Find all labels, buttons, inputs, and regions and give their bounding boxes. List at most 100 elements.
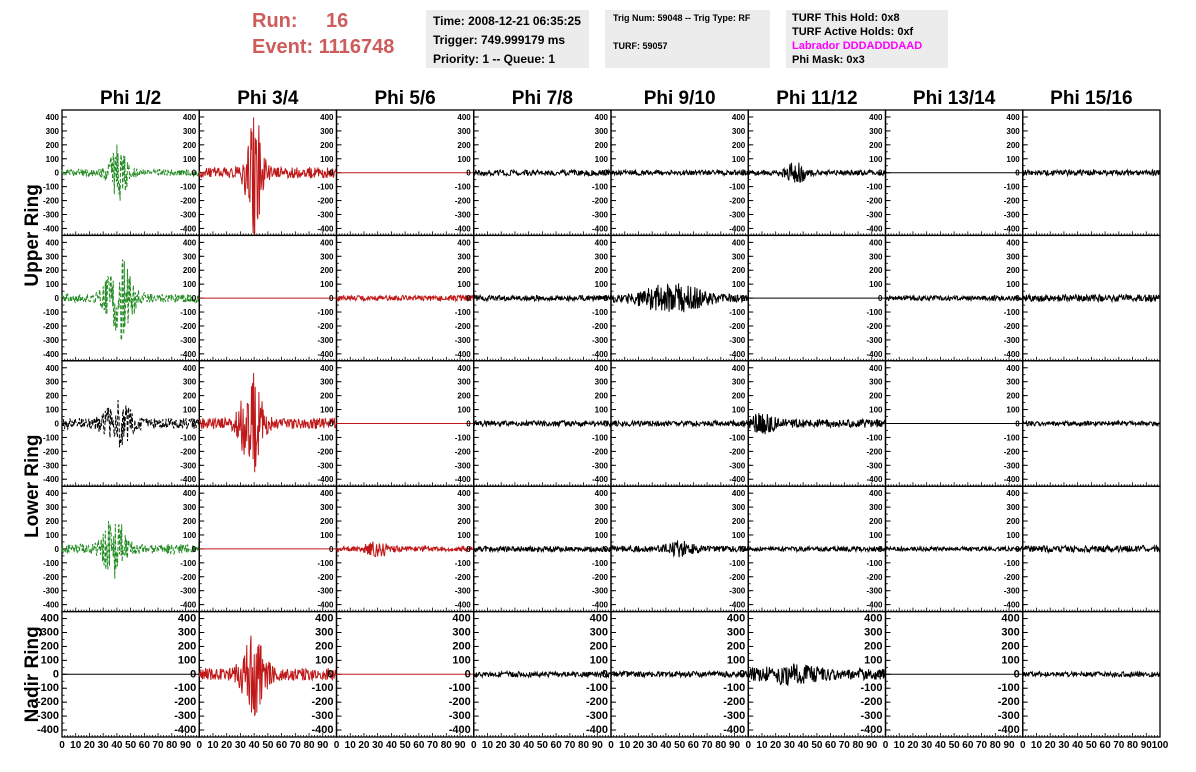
- y-tick-label: -100: [729, 308, 746, 317]
- y-tick-label: 200: [457, 266, 471, 275]
- waveform-trace: [748, 162, 886, 183]
- x-tick-label: 100: [1152, 740, 1169, 751]
- y-tick-label: 400: [41, 613, 59, 625]
- y-tick-label: 100: [1006, 280, 1020, 289]
- y-tick-label: -100: [317, 559, 334, 568]
- waveform-trace: [747, 544, 886, 554]
- y-tick-label: -100: [860, 682, 882, 694]
- x-tick-label: 60: [139, 740, 151, 751]
- y-tick-label: 100: [183, 406, 197, 415]
- y-tick-label: 100: [46, 406, 60, 415]
- y-tick-label: 200: [732, 392, 746, 401]
- y-tick-label: 400: [457, 238, 471, 247]
- y-tick-label: 200: [864, 640, 882, 652]
- waveform-trace: [885, 545, 1024, 553]
- x-tick-label: 50: [125, 740, 137, 751]
- turf-this-hold-text: TURF This Hold: 0x8: [792, 12, 900, 24]
- y-tick-label: 300: [1006, 378, 1020, 387]
- x-tick-label: 60: [962, 740, 974, 751]
- y-tick-label: 400: [183, 238, 197, 247]
- y-tick-label: 300: [46, 252, 60, 261]
- column-title: Phi 9/10: [644, 88, 716, 109]
- y-tick-label: -100: [43, 183, 60, 192]
- y-tick-label: -300: [866, 336, 883, 345]
- y-tick-label: -100: [1004, 559, 1021, 568]
- y-tick-label: -400: [455, 350, 472, 359]
- y-tick-label: -300: [317, 461, 334, 470]
- y-tick-label: -100: [729, 559, 746, 568]
- y-tick-label: -300: [592, 461, 609, 470]
- x-tick-label: 40: [660, 740, 672, 751]
- x-tick-label: 20: [1045, 740, 1057, 751]
- y-tick-label: 400: [595, 238, 609, 247]
- x-tick-label: 90: [1003, 740, 1015, 751]
- y-tick-label: -100: [729, 433, 746, 442]
- y-tick-label: 100: [869, 531, 883, 540]
- y-tick-label: 400: [46, 364, 60, 373]
- y-tick-label: 0: [741, 420, 746, 429]
- y-tick-label: -300: [729, 211, 746, 220]
- y-tick-label: -400: [723, 724, 745, 736]
- y-tick-label: 100: [595, 155, 609, 164]
- y-tick-label: 100: [178, 654, 196, 666]
- y-tick-label: -200: [586, 696, 608, 708]
- x-tick-label: 60: [413, 740, 425, 751]
- y-tick-label: -200: [317, 197, 334, 206]
- y-tick-label: -100: [866, 559, 883, 568]
- y-tick-label: 400: [452, 613, 470, 625]
- x-tick-label: 30: [647, 740, 659, 751]
- y-tick-label: 200: [320, 392, 334, 401]
- x-tick-label: 80: [990, 740, 1002, 751]
- y-tick-label: 100: [595, 406, 609, 415]
- y-tick-label: -200: [592, 573, 609, 582]
- y-tick-label: -400: [43, 350, 60, 359]
- y-tick-label: 0: [878, 169, 883, 178]
- waveform-trace: [610, 540, 749, 558]
- y-tick-label: -100: [317, 183, 334, 192]
- y-tick-label: -400: [455, 224, 472, 233]
- y-tick-label: -100: [455, 183, 472, 192]
- y-tick-label: 100: [869, 155, 883, 164]
- x-tick-label: 90: [592, 740, 604, 751]
- y-tick-label: 400: [46, 113, 60, 122]
- x-tick-label: 70: [1113, 740, 1125, 751]
- waveform-trace: [1022, 168, 1161, 178]
- y-tick-label: -100: [729, 183, 746, 192]
- y-tick-label: 400: [1006, 113, 1020, 122]
- x-tick-label: 80: [441, 740, 453, 751]
- turf-active-holds-text: TURF Active Holds: 0xf: [792, 26, 914, 38]
- priority-text: Priority: 1 -- Queue: 1: [433, 52, 556, 66]
- x-tick-label: 50: [811, 740, 823, 751]
- y-tick-label: -100: [998, 682, 1020, 694]
- turf-text: TURF: 59057: [613, 41, 668, 51]
- column-title: Phi 1/2: [100, 88, 161, 109]
- waveform-trace: [473, 419, 612, 428]
- y-tick-label: 300: [595, 127, 609, 136]
- y-tick-label: 200: [457, 141, 471, 150]
- y-tick-label: 400: [457, 489, 471, 498]
- y-tick-label: 200: [869, 266, 883, 275]
- event-label: Event:: [252, 36, 314, 58]
- y-tick-label: -100: [180, 559, 197, 568]
- x-tick-label: 0: [1020, 740, 1026, 751]
- x-tick-label: 20: [633, 740, 645, 751]
- y-tick-label: 200: [1006, 517, 1020, 526]
- y-tick-label: -200: [729, 447, 746, 456]
- x-tick-label: 70: [702, 740, 714, 751]
- x-tick-label: 90: [180, 740, 192, 751]
- y-tick-label: 400: [595, 364, 609, 373]
- y-tick-label: -400: [455, 475, 472, 484]
- y-tick-label: -100: [866, 433, 883, 442]
- x-tick-label: 60: [1100, 740, 1112, 751]
- y-tick-label: -300: [1004, 336, 1021, 345]
- y-tick-label: 100: [869, 280, 883, 289]
- y-tick-label: 200: [452, 640, 470, 652]
- y-tick-label: 400: [869, 113, 883, 122]
- y-tick-label: -400: [43, 224, 60, 233]
- y-tick-label: 0: [878, 420, 883, 429]
- y-tick-label: 100: [320, 406, 334, 415]
- x-tick-label: 30: [235, 740, 247, 751]
- y-tick-label: 400: [727, 613, 745, 625]
- y-tick-label: -300: [455, 587, 472, 596]
